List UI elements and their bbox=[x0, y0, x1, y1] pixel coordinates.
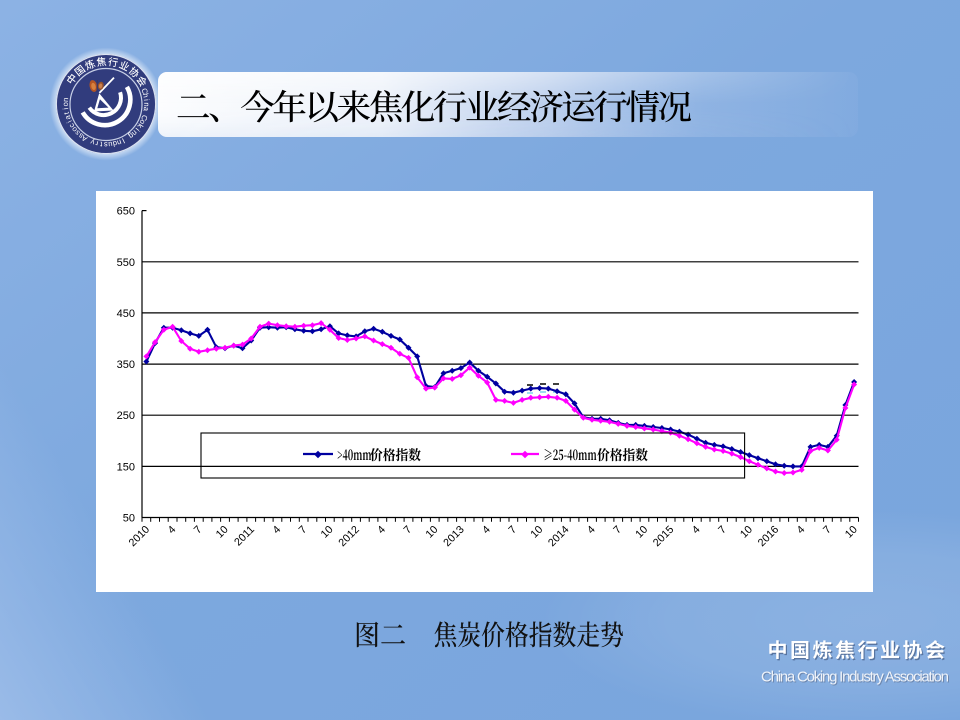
svg-text:i: i bbox=[142, 99, 151, 102]
svg-text:d: d bbox=[112, 139, 118, 149]
svg-text:t: t bbox=[62, 110, 71, 115]
svg-text:C: C bbox=[139, 87, 149, 96]
svg-text:50: 50 bbox=[123, 513, 135, 525]
svg-text:h: h bbox=[141, 92, 151, 98]
svg-text:o: o bbox=[138, 118, 148, 126]
svg-text:250: 250 bbox=[117, 410, 135, 422]
svg-text:n: n bbox=[116, 138, 123, 148]
svg-text:s: s bbox=[104, 140, 108, 149]
svg-text:k: k bbox=[135, 122, 145, 130]
svg-text:i: i bbox=[133, 126, 141, 133]
svg-text:I: I bbox=[121, 136, 127, 145]
svg-text:u: u bbox=[108, 140, 113, 149]
svg-text:s: s bbox=[76, 131, 85, 141]
svg-text:c: c bbox=[67, 122, 77, 130]
svg-text:n: n bbox=[130, 128, 139, 137]
svg-text:China Coking Industry Associat: China Coking Industry Association bbox=[761, 669, 949, 686]
svg-text:t: t bbox=[99, 140, 103, 149]
svg-text:450: 450 bbox=[117, 308, 135, 320]
svg-text:o: o bbox=[69, 125, 79, 134]
svg-text:i: i bbox=[61, 107, 70, 110]
svg-text:n: n bbox=[142, 102, 151, 106]
svg-text:650: 650 bbox=[117, 206, 135, 218]
svg-text:o: o bbox=[61, 102, 70, 106]
svg-text:i: i bbox=[65, 119, 74, 125]
svg-text:150: 150 bbox=[117, 461, 135, 473]
svg-text:China Coking Industry Associat: China Coking Industry Association bbox=[762, 670, 950, 687]
svg-text:s: s bbox=[73, 128, 82, 137]
svg-text:y: y bbox=[89, 137, 96, 147]
svg-text:a: a bbox=[62, 113, 72, 121]
svg-text:C: C bbox=[139, 114, 150, 123]
svg-text:350: 350 bbox=[117, 359, 135, 371]
svg-text:550: 550 bbox=[117, 257, 135, 269]
svg-text:n: n bbox=[61, 97, 70, 102]
svg-text:g: g bbox=[127, 131, 136, 141]
svg-text:r: r bbox=[94, 139, 99, 148]
svg-text:a: a bbox=[142, 106, 152, 112]
svg-text:A: A bbox=[79, 133, 89, 144]
